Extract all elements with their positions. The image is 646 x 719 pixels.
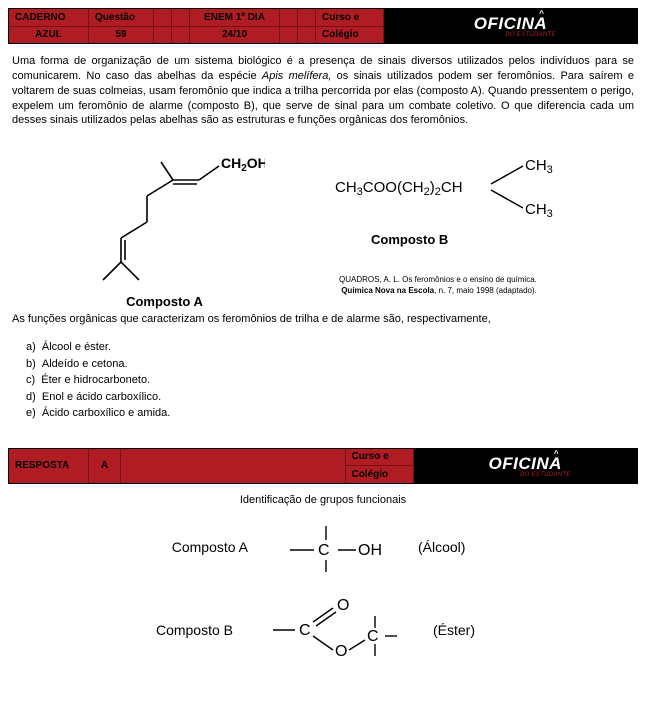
svg-text:O: O xyxy=(337,597,349,614)
questao-label: Questão xyxy=(89,9,153,27)
fg-alcohol: Composto A C OH (Álcool) xyxy=(158,520,488,574)
questao-value: 59 xyxy=(89,27,153,44)
caderno-label: CADERNO xyxy=(9,9,88,27)
svg-text:C: C xyxy=(367,628,379,645)
svg-text:C: C xyxy=(318,542,330,559)
question-prompt: As funções orgânicas que caracterizam os… xyxy=(0,313,646,331)
functional-groups: Composto A C OH (Álcool) Composto B xyxy=(0,520,646,682)
compound-b-structure: CH3COO(CH2)2CH CH3 CH3 xyxy=(329,152,589,222)
alcohol-structure: C OH xyxy=(278,520,388,574)
svg-text:CH2OH: CH2OH xyxy=(221,155,265,174)
fg-ester: Composto B C O O C (Éster) xyxy=(143,594,503,666)
resposta-label: RESPOSTA xyxy=(9,458,88,473)
compound-b: CH3COO(CH2)2CH CH3 CH3 Composto B QUADRO… xyxy=(329,138,634,309)
options-list: a) Álcool e éster. b) Aldeído e cetona. … xyxy=(0,331,646,440)
colegio-label: Colégio xyxy=(316,27,383,44)
compound-b-label: Composto B xyxy=(371,232,448,247)
option-c: c) Éter e hidrocarboneto. xyxy=(26,372,634,389)
caderno-value: AZUL xyxy=(9,27,88,44)
logo: OFICINA^ DO ESTUDANTE xyxy=(384,9,637,43)
option-d: d) Enol e ácido carboxílico. xyxy=(26,389,634,406)
resposta-value: A xyxy=(89,458,120,473)
svg-text:OH: OH xyxy=(358,542,382,559)
curso-label: Curso e xyxy=(316,9,383,27)
ester-structure: C O O C xyxy=(263,594,403,666)
svg-text:CH3COO(CH2)2CH: CH3COO(CH2)2CH xyxy=(335,179,463,198)
compound-a-label: Composto A xyxy=(126,294,203,309)
svg-text:CH3: CH3 xyxy=(525,201,553,220)
citation: QUADROS, A. L. Os feromônios e o ensino … xyxy=(339,275,537,296)
curso-label-2: Curso e xyxy=(346,449,413,467)
question-text: Uma forma de organização de um sistema b… xyxy=(0,44,646,134)
compound-a: CH2OH Composto A xyxy=(12,138,317,309)
option-b: b) Aldeído e cetona. xyxy=(26,356,634,373)
answer-title: Identificação de grupos funcionais xyxy=(0,484,646,520)
logo-2: OFICINA^ DO ESTUDANTE xyxy=(414,449,638,483)
svg-text:C: C xyxy=(299,622,311,639)
answer-header: RESPOSTA A Curso e Colégio OFICINA^ DO E… xyxy=(8,448,638,484)
svg-text:CH3: CH3 xyxy=(525,157,553,176)
svg-text:O: O xyxy=(335,643,347,660)
enem-label: ENEM 1º DIA xyxy=(190,9,279,27)
enem-date: 24/10 xyxy=(190,27,279,44)
option-a: a) Álcool e éster. xyxy=(26,339,634,356)
question-header: CADERNO AZUL Questão 59 ENEM 1º DIA 24/1… xyxy=(8,8,638,44)
compound-a-structure: CH2OH xyxy=(65,138,265,288)
colegio-label-2: Colégio xyxy=(346,466,413,483)
option-e: e) Ácido carboxílico e amida. xyxy=(26,405,634,422)
compounds-figure: CH2OH Composto A CH3COO(CH2)2CH CH3 CH3 … xyxy=(0,134,646,313)
